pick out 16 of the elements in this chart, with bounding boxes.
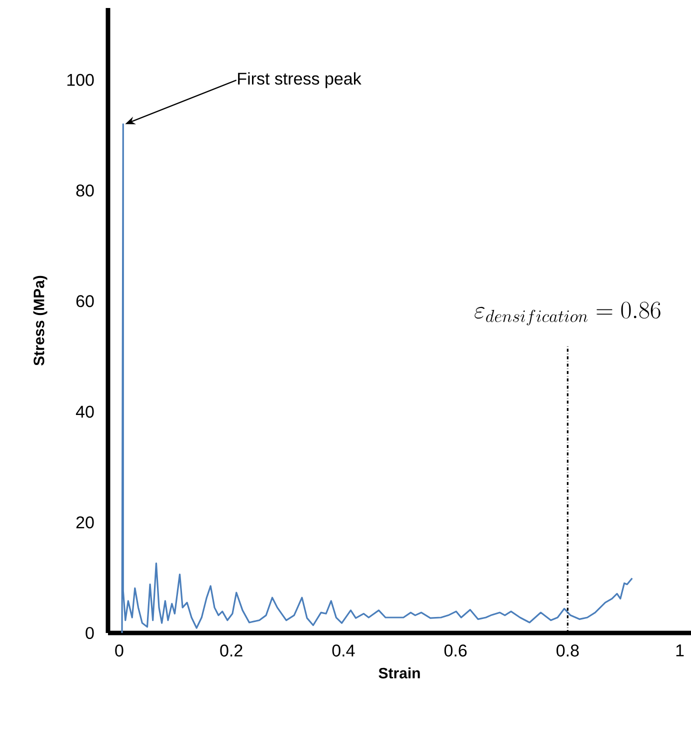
x-tick-label: 0.4 — [332, 644, 355, 657]
x-tick-label: 0.6 — [444, 644, 467, 657]
y-tick-label: 60 — [76, 295, 94, 308]
annotation: First stress peak — [238, 72, 362, 88]
y-tick-label: 20 — [76, 516, 94, 528]
y-tick-label: 80 — [76, 184, 94, 197]
y-axis-title: Stress (MPa) — [33, 276, 48, 366]
x-tick-label: 0 — [115, 644, 124, 657]
annotation: $\varepsilon_{densification} = 0.86$ — [474, 302, 660, 326]
x-axis-title: Strain — [378, 667, 420, 678]
x-tick-label: 0.8 — [556, 644, 579, 657]
y-tick-label: 40 — [76, 406, 94, 418]
x-tick-label: 1 — [676, 644, 684, 656]
y-tick-label: 0 — [86, 626, 94, 640]
x-tick-label: 0.2 — [220, 644, 242, 657]
y-tick-label: 100 — [67, 74, 94, 86]
